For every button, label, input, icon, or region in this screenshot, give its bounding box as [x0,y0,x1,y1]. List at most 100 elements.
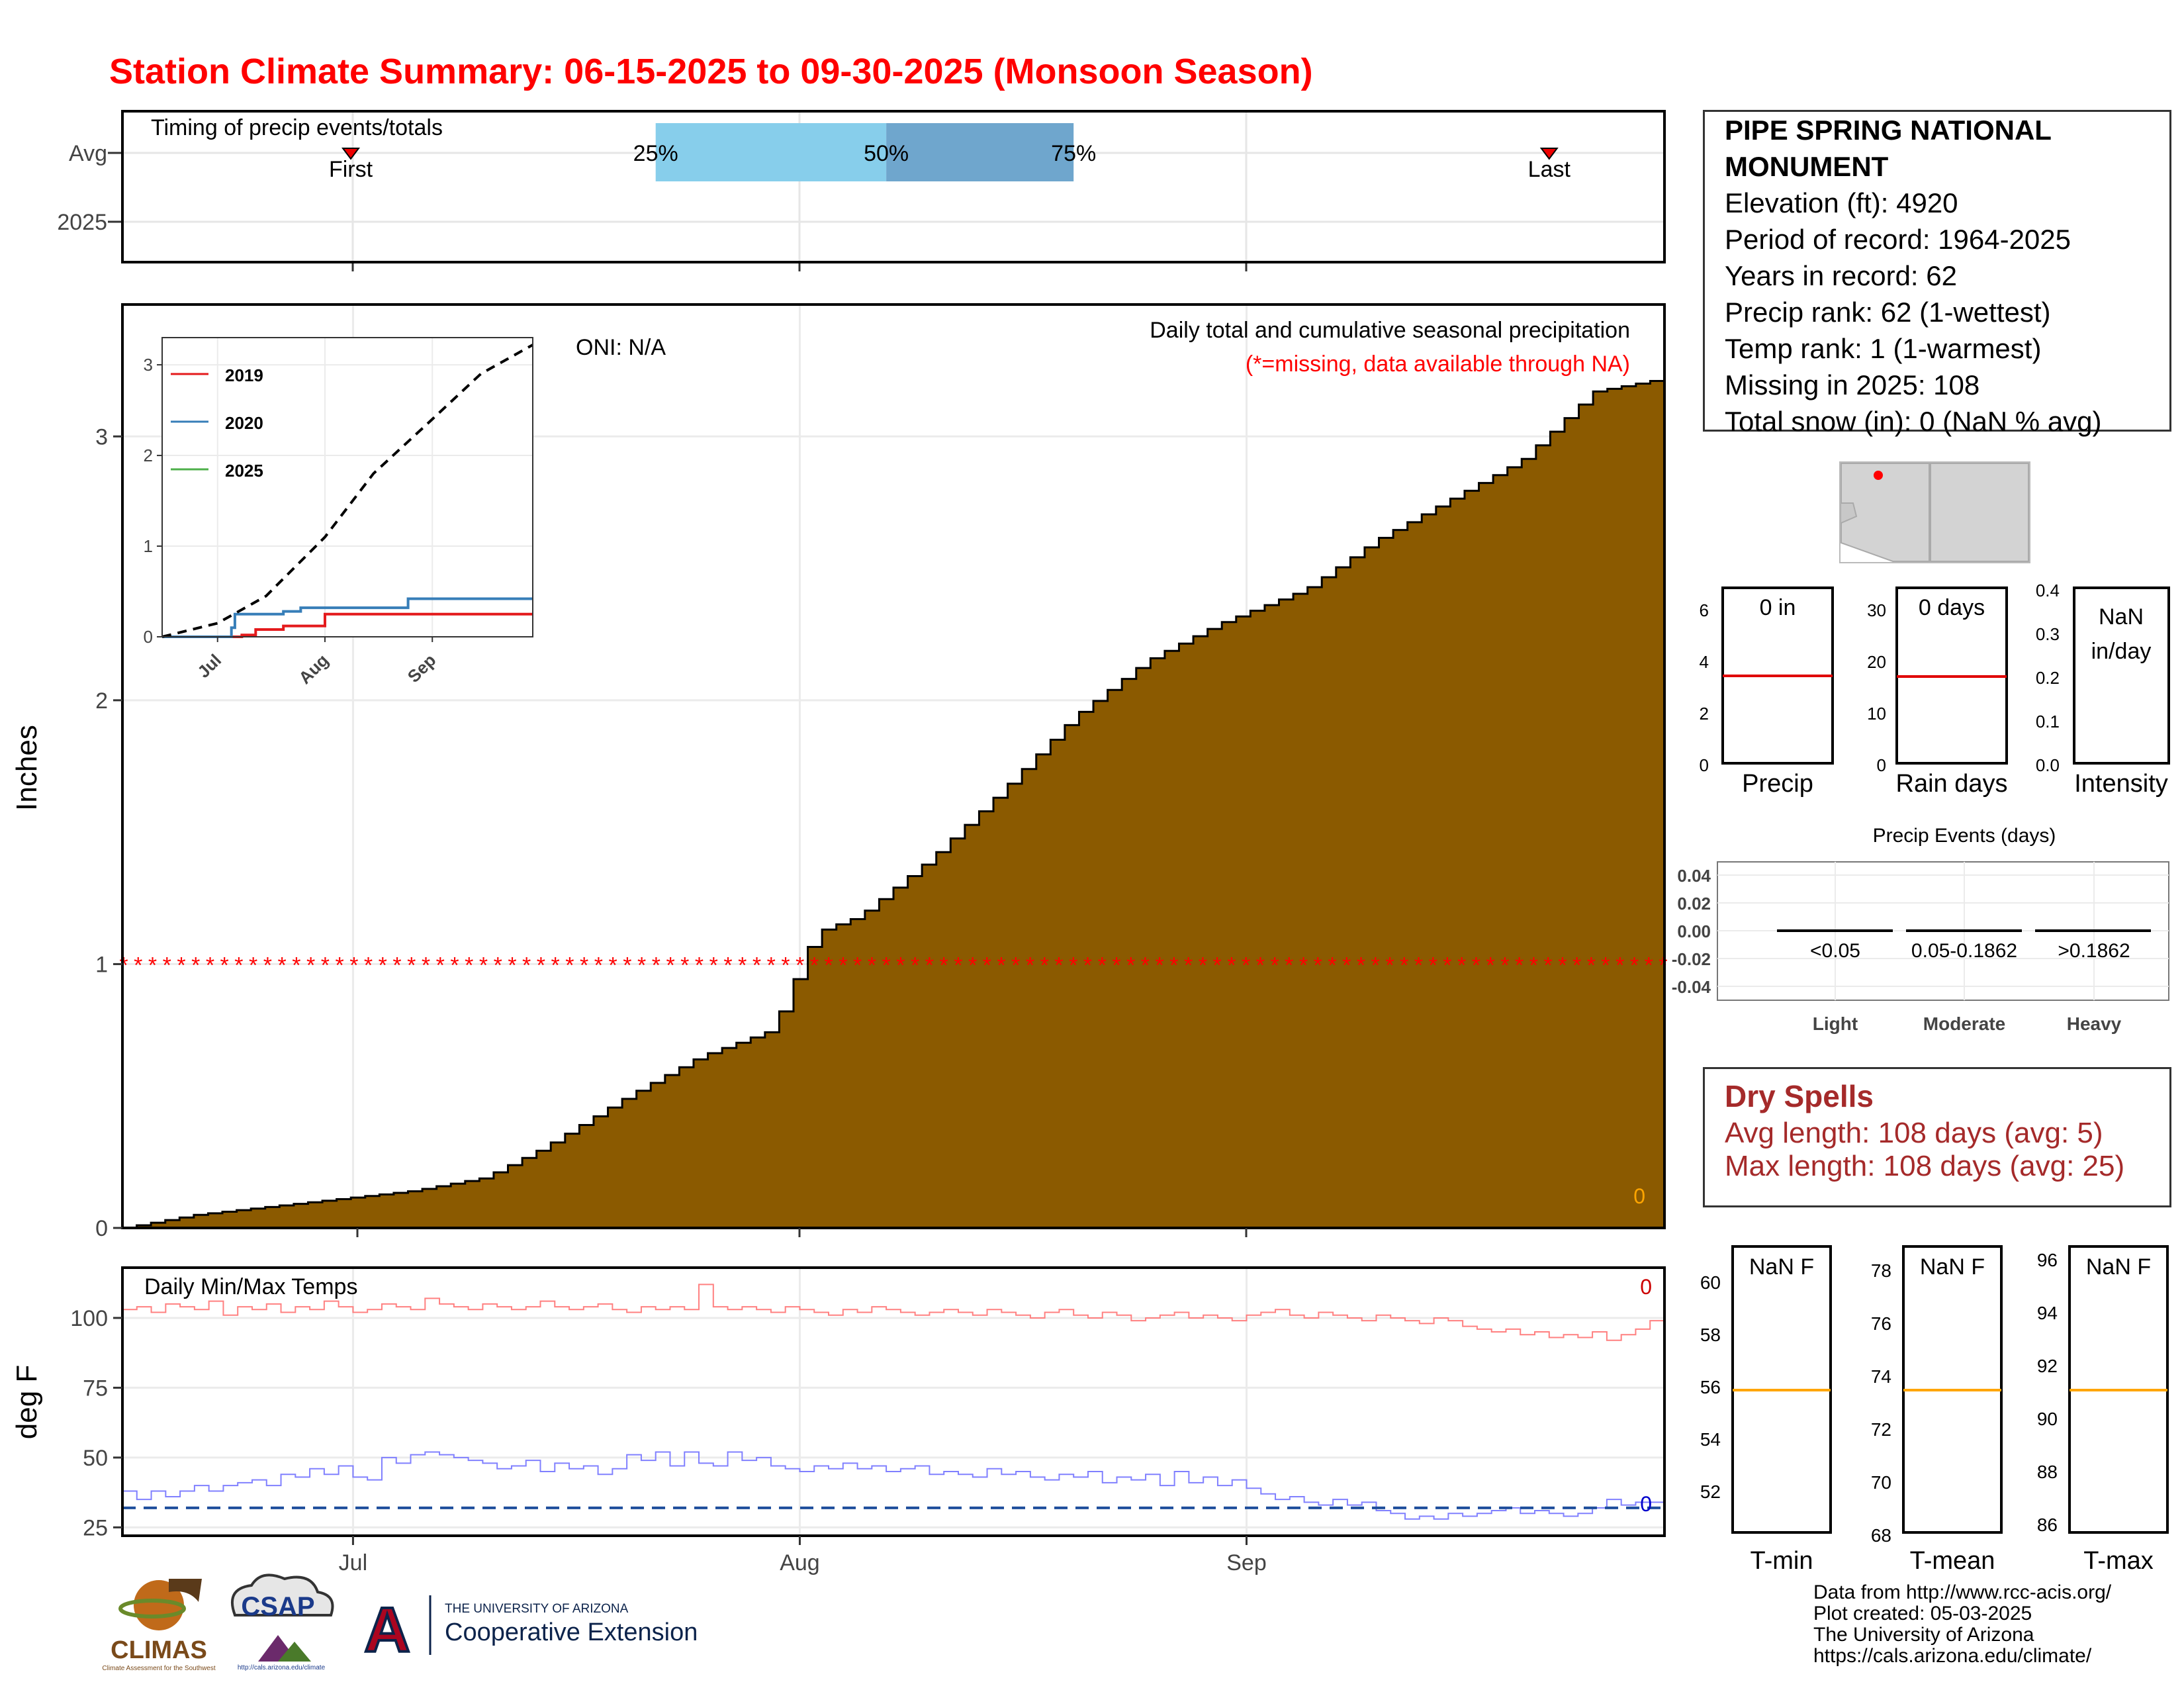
missing-star: * [1457,953,1466,978]
missing-star: * [652,953,660,978]
precip-corner-value: 0 [1633,1184,1645,1208]
missing-star: * [1572,953,1581,978]
missing-star: * [379,953,387,978]
precip-y-label: Inches [11,725,43,811]
missing-star: * [968,953,977,978]
precip-y-tick-label: 2 [95,688,108,714]
missing-star: * [1587,953,1596,978]
missing-star: * [594,953,603,978]
temp-x-tick-label: Sep [1226,1550,1267,1575]
missing-star: * [839,953,847,978]
svg-text:86: 86 [2037,1515,2058,1535]
last-event-marker-icon [1539,148,1559,160]
missing-star: * [450,953,459,978]
missing-star: * [767,953,776,978]
svg-text:0.02: 0.02 [1677,894,1711,914]
station-name: PIPE SPRING NATIONAL MONUMENT [1725,115,2052,182]
missing-star: * [306,953,315,978]
missing-star: * [364,953,373,978]
svg-text:THE UNIVERSITY OF ARIZONA: THE UNIVERSITY OF ARIZONA [445,1602,629,1616]
legend-2020: 2020 [225,413,263,433]
svg-text:NaN F: NaN F [1749,1254,1814,1280]
quantile-50-75-bar [886,123,1074,181]
inset-y-tick-label: 0 [144,627,153,647]
quantile-75-label: 75% [1051,141,1096,166]
svg-text:92: 92 [2037,1356,2058,1376]
svg-text:74: 74 [1871,1366,1891,1387]
svg-text:0.0: 0.0 [2036,755,2060,775]
station-years: Years in record: 62 [1725,260,1957,291]
missing-star: * [1328,953,1336,978]
station-missing: Missing in 2025: 108 [1725,369,1980,400]
state-outline-az [1841,463,1930,562]
missing-star: * [1054,953,1063,978]
svg-text:0 in: 0 in [1760,595,1796,620]
svg-text:4: 4 [1700,652,1709,672]
temp-y-tick-label: 75 [83,1376,108,1401]
svg-text:T-min: T-min [1751,1547,1813,1575]
missing-star: * [292,953,300,978]
missing-star: * [494,953,502,978]
station-elevation: Elevation (ft): 4920 [1725,187,1958,218]
last-event-label: Last [1528,157,1571,182]
station-temp-rank: Temp rank: 1 (1-warmest) [1725,333,2042,364]
station-location-icon [1874,471,1883,480]
missing-star: * [1529,953,1538,978]
inset-y-tick-label: 3 [144,355,153,375]
svg-text:88: 88 [2037,1462,2058,1482]
missing-star: * [723,953,732,978]
missing-star: * [220,953,229,978]
missing-star: * [177,953,185,978]
svg-text:20: 20 [1867,652,1886,672]
missing-star: * [1011,953,1020,978]
missing-star: * [709,953,718,978]
svg-text:T-max: T-max [2083,1547,2154,1575]
inset-series-avg [161,344,533,638]
missing-star: * [1285,953,1293,978]
dry-spells-max: Max length: 108 days (avg: 25) [1725,1150,2125,1182]
svg-text:Moderate: Moderate [1923,1013,2005,1034]
missing-star: * [1026,953,1034,978]
missing-star: * [954,953,962,978]
missing-star: * [1126,953,1135,978]
missing-star: * [608,953,617,978]
missing-star: * [796,953,804,978]
missing-star: * [249,953,257,978]
svg-text:0: 0 [1877,755,1886,775]
missing-star: * [1414,953,1423,978]
missing-star: * [939,953,948,978]
climas-logo: CLIMAS Climate Assessment for the Southw… [102,1579,216,1672]
svg-text:2: 2 [1700,704,1709,724]
mini-rain-days: 0 days 0 10 20 30 Rain days [1867,586,2008,798]
missing-star: * [1371,953,1380,978]
missing-star: * [1169,953,1178,978]
missing-star: * [1385,953,1394,978]
svg-text:76: 76 [1871,1313,1891,1334]
svg-text:68: 68 [1871,1525,1891,1546]
quantile-25-label: 25% [633,141,678,166]
missing-star: * [1314,953,1322,978]
oni-label: ONI: N/A [576,335,666,360]
missing-star: * [349,953,358,978]
missing-star: * [508,953,516,978]
svg-text:0: 0 [1700,755,1709,775]
missing-star: * [321,953,330,978]
tmin-line [122,1451,1664,1520]
missing-star: * [666,953,674,978]
svg-text:NaN F: NaN F [2086,1254,2151,1280]
missing-data-markers: * * * * * * * * * * * * * * * * * * * * * * * * * * * * * * * * * * * * * * * *… [119,953,1667,978]
svg-text:NaN F: NaN F [1920,1254,1985,1280]
svg-text:70: 70 [1871,1472,1891,1493]
missing-star: * [680,953,689,978]
station-precip-rank: Precip rank: 62 (1-wettest) [1725,297,2051,328]
svg-text:78: 78 [1871,1260,1891,1281]
missing-star: * [983,953,991,978]
dry-spells-avg: Avg length: 108 days (avg: 5) [1725,1117,2103,1149]
svg-text:0 days: 0 days [1919,595,1985,620]
missing-star: * [1645,953,1653,978]
precip-y-tick-label: 0 [95,1216,108,1241]
missing-star: * [1227,953,1236,978]
